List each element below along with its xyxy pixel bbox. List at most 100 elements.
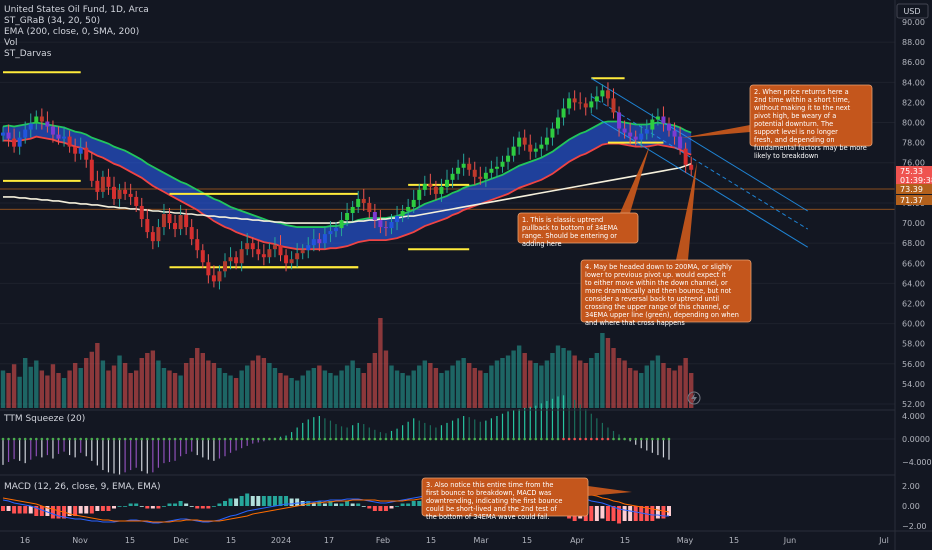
- candle-body[interactable]: [617, 112, 622, 129]
- candle-body[interactable]: [583, 103, 588, 108]
- candle-body[interactable]: [117, 189, 122, 199]
- candle-body[interactable]: [422, 183, 427, 190]
- candle-body[interactable]: [644, 129, 649, 134]
- candle-body[interactable]: [683, 148, 688, 165]
- candle-body[interactable]: [478, 176, 483, 179]
- candle-body[interactable]: [395, 216, 400, 223]
- candle-body[interactable]: [200, 250, 205, 263]
- candle-body[interactable]: [106, 176, 111, 187]
- candle-body[interactable]: [572, 98, 577, 103]
- time-axis[interactable]: 16 Nov 15 Dec 15 2024 17 Feb 15 Mar 15 Apr 15 May 15 Ju…: [20, 536, 889, 545]
- candle-body[interactable]: [289, 259, 294, 264]
- candle-body[interactable]: [317, 239, 322, 244]
- candle-body[interactable]: [450, 173, 455, 180]
- candle-body[interactable]: [56, 134, 61, 139]
- candle-body[interactable]: [445, 179, 449, 187]
- candle-body[interactable]: [306, 245, 311, 251]
- candle-body[interactable]: [239, 249, 244, 264]
- candle-body[interactable]: [367, 202, 372, 212]
- currency-button[interactable]: [896, 3, 929, 19]
- candle-body[interactable]: [34, 116, 39, 124]
- candle-body[interactable]: [173, 223, 178, 230]
- candle-body[interactable]: [139, 205, 144, 220]
- candle-body[interactable]: [494, 166, 499, 169]
- candle-body[interactable]: [134, 196, 139, 206]
- candle-body[interactable]: [267, 249, 272, 258]
- candle-body[interactable]: [433, 186, 438, 194]
- candle-body[interactable]: [578, 102, 583, 104]
- candle-body[interactable]: [589, 101, 594, 108]
- candle-body[interactable]: [6, 132, 11, 139]
- candle-body[interactable]: [400, 210, 405, 217]
- macd-title[interactable]: MACD (12, 26, close, 9, EMA, EMA): [4, 482, 161, 492]
- candle-body[interactable]: [95, 180, 100, 192]
- candle-body[interactable]: [150, 232, 155, 242]
- candle-body[interactable]: [356, 198, 361, 207]
- candle-body[interactable]: [128, 193, 133, 197]
- candle-body[interactable]: [78, 147, 83, 154]
- candle-body[interactable]: [511, 146, 516, 156]
- candle-body[interactable]: [206, 262, 211, 276]
- candle-body[interactable]: [12, 138, 17, 147]
- ttm-title[interactable]: TTM Squeeze (20): [3, 414, 85, 424]
- candle-body[interactable]: [389, 222, 394, 229]
- candle-body[interactable]: [67, 136, 72, 147]
- candle-body[interactable]: [167, 214, 172, 224]
- annotation-1-box[interactable]: [517, 212, 639, 244]
- candle-body[interactable]: [378, 220, 383, 228]
- candle-body[interactable]: [467, 163, 472, 170]
- candle-body[interactable]: [311, 239, 316, 246]
- candle-body[interactable]: [672, 130, 677, 137]
- candle-body[interactable]: [678, 136, 683, 149]
- candle-body[interactable]: [661, 116, 666, 124]
- candle-body[interactable]: [428, 183, 433, 187]
- candle-body[interactable]: [322, 234, 327, 244]
- annotation-2-box[interactable]: [749, 84, 873, 147]
- candle-body[interactable]: [600, 90, 605, 97]
- candle-body[interactable]: [655, 116, 660, 120]
- candle-body[interactable]: [50, 126, 55, 135]
- candle-body[interactable]: [100, 176, 105, 192]
- candle-body[interactable]: [461, 163, 466, 168]
- candle-body[interactable]: [89, 159, 94, 181]
- lightning-icon[interactable]: [687, 391, 701, 405]
- candle-body[interactable]: [506, 155, 511, 162]
- candle-body[interactable]: [522, 137, 527, 145]
- candle-body[interactable]: [28, 123, 33, 130]
- candle-body[interactable]: [350, 206, 355, 213]
- candle-body[interactable]: [156, 227, 161, 242]
- candle-body[interactable]: [284, 255, 289, 264]
- candle-body[interactable]: [539, 144, 544, 149]
- indicator-ema200[interactable]: EMA (200, close, 0, SMA, 200): [4, 27, 139, 37]
- candle-body[interactable]: [17, 137, 22, 147]
- candle-body[interactable]: [228, 257, 233, 262]
- candle-body[interactable]: [261, 254, 266, 258]
- candle-body[interactable]: [250, 243, 255, 250]
- candle-body[interactable]: [500, 161, 505, 167]
- candle-body[interactable]: [594, 96, 599, 102]
- candle-body[interactable]: [417, 189, 422, 200]
- candle-body[interactable]: [345, 213, 350, 221]
- candle-body[interactable]: [372, 211, 377, 221]
- indicator-volume[interactable]: Vol: [4, 38, 17, 48]
- candle-body[interactable]: [406, 206, 411, 211]
- candle-body[interactable]: [639, 133, 644, 140]
- candle-body[interactable]: [123, 189, 128, 194]
- candle-body[interactable]: [472, 169, 477, 177]
- candle-body[interactable]: [361, 198, 366, 203]
- candle-body[interactable]: [456, 167, 461, 174]
- candle-body[interactable]: [278, 245, 283, 256]
- candle-body[interactable]: [533, 148, 538, 152]
- candle-body[interactable]: [39, 116, 44, 122]
- candlesticks[interactable]: [1, 82, 694, 290]
- candle-body[interactable]: [84, 147, 89, 160]
- candle-body[interactable]: [245, 243, 250, 250]
- candle-body[interactable]: [544, 137, 549, 145]
- candle-body[interactable]: [112, 186, 116, 199]
- candle-body[interactable]: [145, 219, 150, 233]
- candle-body[interactable]: [1, 132, 5, 136]
- candle-body[interactable]: [178, 215, 183, 230]
- candle-body[interactable]: [223, 261, 227, 272]
- indicator-grab[interactable]: ST_GRaB (34, 20, 50): [4, 16, 100, 26]
- candle-body[interactable]: [339, 220, 344, 229]
